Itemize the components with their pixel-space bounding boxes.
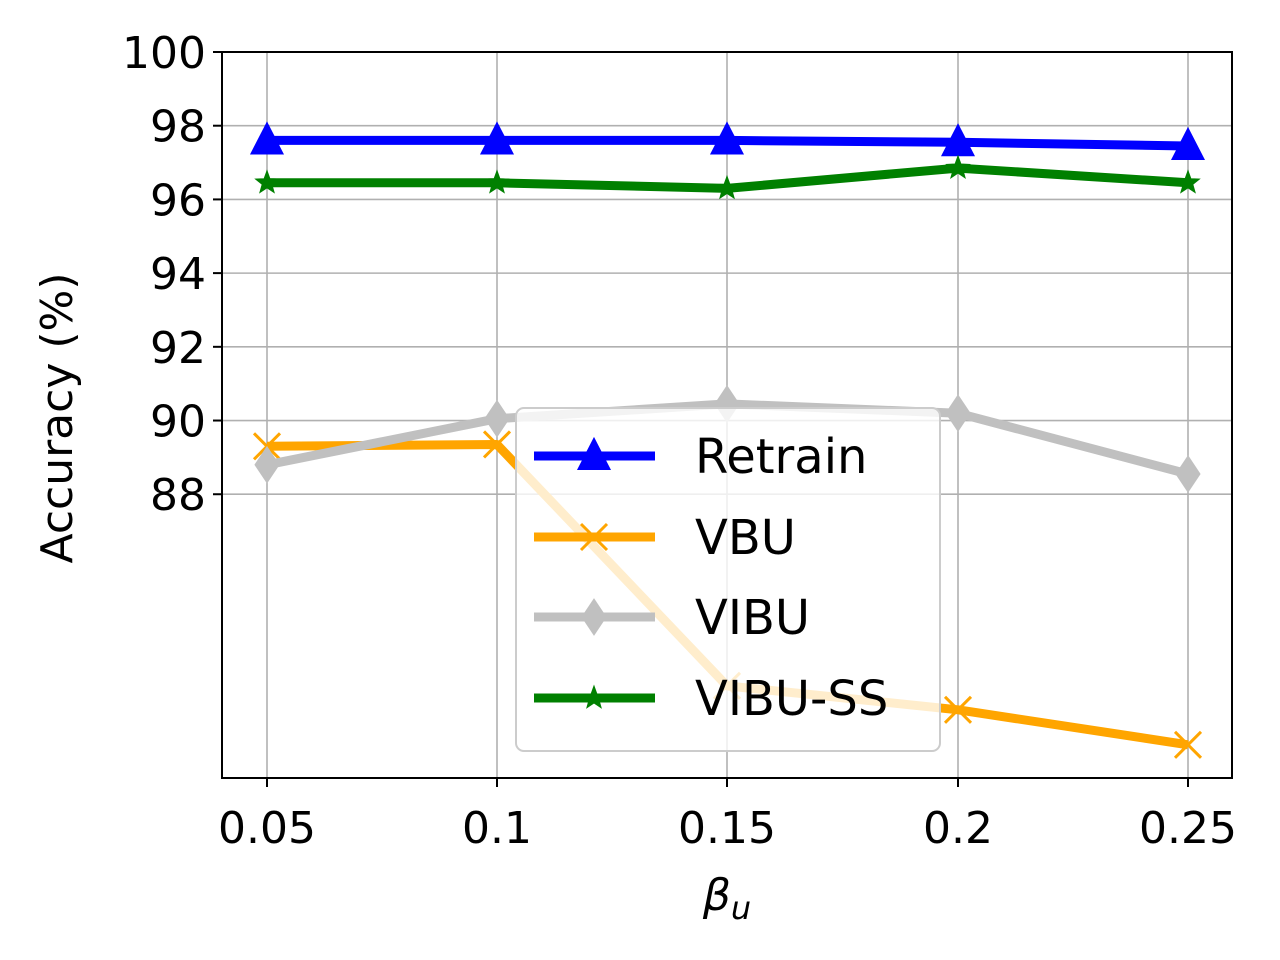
data-point bbox=[249, 121, 285, 155]
x-tick-label: 0.05 bbox=[218, 803, 316, 854]
legend-box bbox=[515, 407, 941, 752]
data-point bbox=[1173, 730, 1203, 759]
y-tick-label: 92 bbox=[150, 323, 206, 374]
axis-ticks bbox=[213, 51, 1189, 787]
legend-entry: Retrain bbox=[534, 429, 867, 485]
legend-label: VBU bbox=[695, 510, 796, 566]
data-point bbox=[945, 154, 971, 179]
x-tick-label: 0.25 bbox=[1139, 803, 1237, 854]
y-axis-label: Accuracy (%) bbox=[32, 272, 83, 563]
legend-marker bbox=[581, 598, 607, 636]
legend-marker bbox=[581, 684, 607, 709]
data-point bbox=[254, 445, 280, 484]
legend-marker bbox=[579, 522, 609, 552]
data-point bbox=[709, 121, 745, 155]
y-tick-label: 98 bbox=[150, 102, 206, 153]
data-point bbox=[254, 169, 280, 194]
data-point bbox=[479, 121, 515, 155]
x-tick-label: 0.15 bbox=[678, 803, 776, 854]
legend-entry: VIBU bbox=[534, 590, 810, 646]
series-vibu bbox=[254, 385, 1201, 493]
legend-entry: VIBU-SS bbox=[534, 671, 888, 727]
data-point bbox=[1175, 169, 1201, 194]
data-point bbox=[1170, 126, 1206, 160]
legend-label: VIBU bbox=[695, 590, 810, 646]
x-axis-label-subscript: u bbox=[731, 889, 751, 927]
legend-entries: Retrain VBU VIBU VIBU-SS bbox=[534, 429, 888, 727]
series-retrain bbox=[249, 121, 1206, 160]
x-axis-label: βu bbox=[702, 870, 751, 927]
y-tick-label: 90 bbox=[150, 397, 206, 448]
y-tick-label: 96 bbox=[150, 175, 206, 226]
series-vibu-ss bbox=[254, 154, 1201, 200]
legend-marker bbox=[576, 436, 612, 470]
legend-entry: VBU bbox=[534, 510, 796, 566]
y-tick-label: 88 bbox=[150, 470, 206, 521]
y-tick-labels: 88 90 92 94 96 98 100 bbox=[122, 28, 206, 521]
x-tick-label: 0.2 bbox=[923, 803, 993, 854]
data-point bbox=[1175, 455, 1201, 493]
x-axis-label-symbol: β bbox=[702, 870, 731, 921]
data-point bbox=[943, 695, 973, 724]
data-point bbox=[714, 174, 740, 200]
data-point bbox=[482, 430, 512, 459]
data-point bbox=[484, 169, 510, 194]
y-tick-label: 94 bbox=[150, 249, 206, 300]
legend: Retrain VBU VIBU VIBU-SS bbox=[515, 407, 941, 752]
x-tick-label: 0.1 bbox=[462, 803, 532, 854]
legend-label: VIBU-SS bbox=[695, 671, 888, 727]
data-point bbox=[945, 394, 971, 433]
y-tick-label: 100 bbox=[122, 28, 206, 79]
x-tick-labels: 0.05 0.1 0.15 0.2 0.25 bbox=[218, 803, 1237, 854]
legend-label: Retrain bbox=[695, 429, 867, 485]
data-point bbox=[484, 399, 510, 438]
